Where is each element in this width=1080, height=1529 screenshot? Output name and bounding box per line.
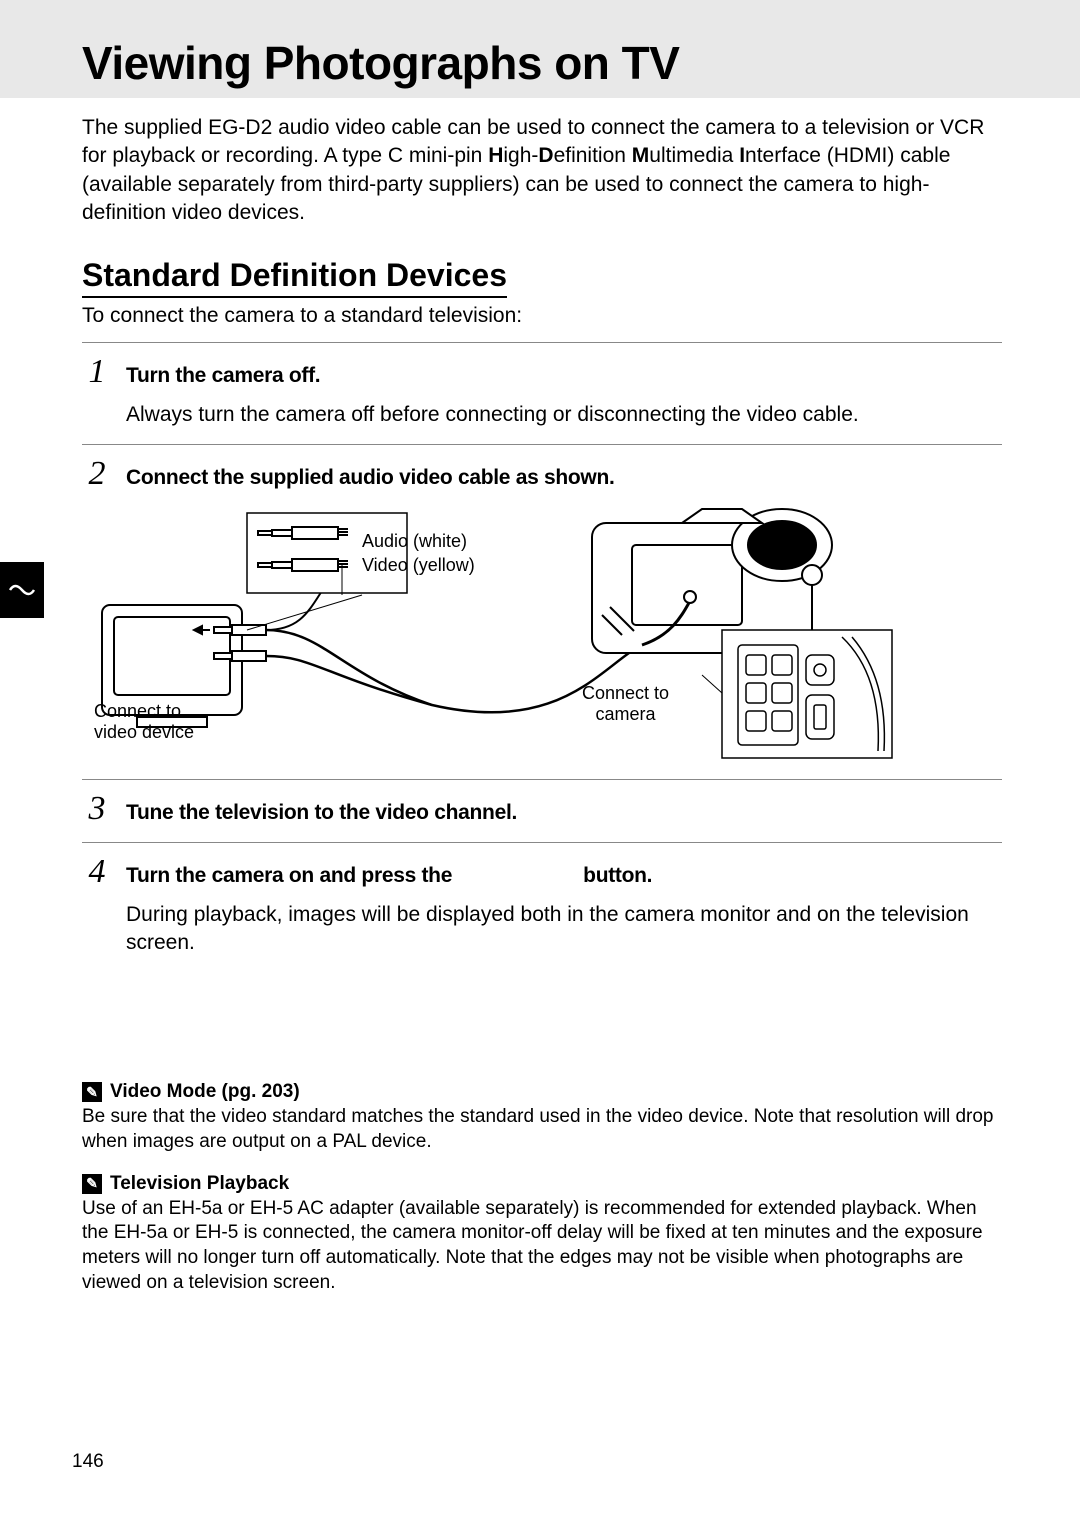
section-heading: Standard Definition Devices xyxy=(82,257,507,298)
step-title-text: button. xyxy=(578,864,653,887)
note-tv-playback: ✎ Television Playback Use of an EH-5a or… xyxy=(82,1173,1002,1296)
step-1: 1 Turn the camera off. Always turn the c… xyxy=(82,343,1002,444)
step-title: Turn the camera off. xyxy=(126,364,320,388)
label-line: Connect to xyxy=(94,701,181,721)
step-number: 2 xyxy=(82,455,112,493)
section-sub: To connect the camera to a standard tele… xyxy=(82,304,1002,328)
step-head: 3 Tune the television to the video chann… xyxy=(82,790,1002,828)
page: Viewing Photographs on TV The supplied E… xyxy=(0,0,1080,1529)
step-head: 4 Turn the camera on and press the butto… xyxy=(82,853,1002,891)
label-line: camera xyxy=(596,704,656,724)
step-title: Tune the television to the video channel… xyxy=(126,801,517,825)
side-tab xyxy=(0,562,44,618)
steps-list: 1 Turn the camera off. Always turn the c… xyxy=(82,342,1002,971)
connect-icon xyxy=(8,580,36,600)
note-body: Use of an EH-5a or EH-5 AC adapter (avai… xyxy=(82,1197,1002,1296)
note-title: ✎ Television Playback xyxy=(82,1173,1002,1195)
intro-text: ultimedia xyxy=(649,144,739,167)
step-3: 3 Tune the television to the video chann… xyxy=(82,780,1002,843)
diagram-label-camera: Connect to camera xyxy=(582,683,669,726)
step-2: 2 Connect the supplied audio video cable… xyxy=(82,445,1002,780)
intro-bold-h: H xyxy=(488,144,503,167)
note-title: ✎ Video Mode (pg. 203) xyxy=(82,1081,1002,1103)
pencil-icon: ✎ xyxy=(82,1174,102,1194)
page-number: 146 xyxy=(72,1451,104,1473)
note-body: Be sure that the video standard matches … xyxy=(82,1105,1002,1154)
intro-bold-m: M xyxy=(632,144,650,167)
intro-text: efinition xyxy=(554,144,632,167)
page-title: Viewing Photographs on TV xyxy=(82,30,1002,90)
diagram-label-device: Connect to video device xyxy=(94,701,194,744)
label-line: Connect to xyxy=(582,683,669,703)
intro-paragraph: The supplied EG-D2 audio video cable can… xyxy=(82,114,1002,227)
diagram-label-video: Video (yellow) xyxy=(362,555,475,577)
step-body: During playback, images will be displaye… xyxy=(126,901,1002,958)
connection-diagram: Audio (white) Video (yellow) Connect to … xyxy=(82,505,902,765)
step-number: 3 xyxy=(82,790,112,828)
step-title-text: Turn the camera on and press the xyxy=(126,864,458,887)
step-head: 2 Connect the supplied audio video cable… xyxy=(82,455,1002,493)
content: Viewing Photographs on TV The supplied E… xyxy=(82,30,1002,1314)
note-title-text: Television Playback xyxy=(110,1173,289,1195)
step-title: Connect the supplied audio video cable a… xyxy=(126,466,615,490)
step-number: 4 xyxy=(82,853,112,891)
step-number: 1 xyxy=(82,353,112,391)
pencil-icon: ✎ xyxy=(82,1082,102,1102)
step-4: 4 Turn the camera on and press the butto… xyxy=(82,843,1002,972)
notes-section: ✎ Video Mode (pg. 203) Be sure that the … xyxy=(82,1081,1002,1295)
diagram-label-audio: Audio (white) xyxy=(362,531,467,553)
label-line: video device xyxy=(94,722,194,742)
step-head: 1 Turn the camera off. xyxy=(82,353,1002,391)
intro-bold-d: D xyxy=(538,144,553,167)
step-title: Turn the camera on and press the button. xyxy=(126,864,652,888)
note-video-mode: ✎ Video Mode (pg. 203) Be sure that the … xyxy=(82,1081,1002,1154)
step-body: Always turn the camera off before connec… xyxy=(126,401,1002,429)
intro-text: igh- xyxy=(503,144,538,167)
note-title-text: Video Mode (pg. 203) xyxy=(110,1081,300,1103)
diagram-svg xyxy=(82,505,902,765)
